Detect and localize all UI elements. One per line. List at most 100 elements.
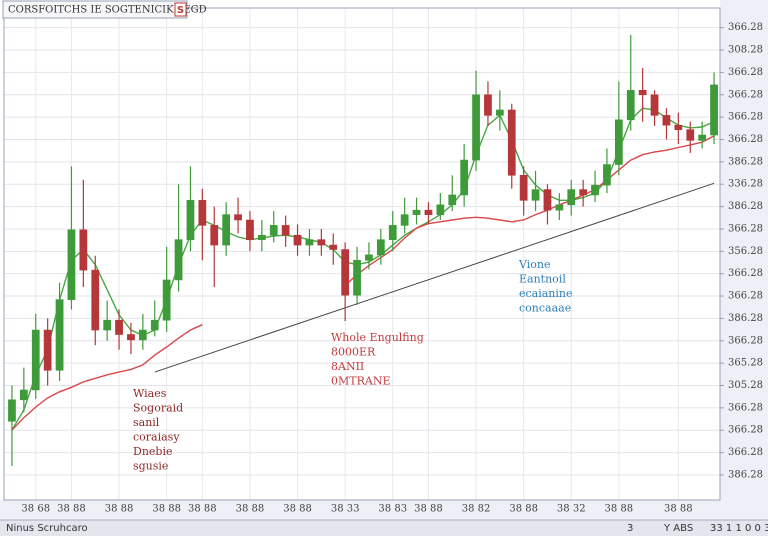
y-tick-label: 366.28 xyxy=(728,223,763,234)
candle-body xyxy=(698,134,707,141)
x-tick-label: 38 33 xyxy=(331,504,360,515)
y-tick-label: 366.28 xyxy=(728,112,763,123)
x-tick-label: 38 88 xyxy=(236,504,265,515)
x-tick-label: 38 82 xyxy=(462,504,491,515)
x-tick-label: 38 88 xyxy=(509,504,538,515)
candle-body xyxy=(8,399,16,422)
annotation-text: 8ANII xyxy=(331,360,364,373)
candle-body xyxy=(246,219,254,240)
annotation-text: 0MTRANE xyxy=(331,375,390,388)
status-bar xyxy=(0,520,768,536)
annotation-text: Dnebie xyxy=(133,445,172,458)
candle-body xyxy=(543,189,552,211)
annotation-text: Sogoraid xyxy=(133,402,183,415)
candle-body xyxy=(317,239,326,246)
grid xyxy=(4,8,720,500)
title-box xyxy=(2,0,188,19)
x-tick-label: 38 88 xyxy=(57,504,86,515)
candle-body xyxy=(603,164,611,186)
title-badge-box xyxy=(174,2,187,17)
candle-body xyxy=(519,174,528,201)
candle-body xyxy=(376,239,385,256)
candle-body xyxy=(365,254,373,261)
candle-body xyxy=(614,119,623,165)
y-tick-label: 366.28 xyxy=(728,268,763,279)
candle-body xyxy=(138,329,147,341)
annotation-text: Whole Engulfing xyxy=(331,331,424,344)
candle-body xyxy=(269,225,278,236)
x-tick-label: 38 88 xyxy=(605,504,634,515)
candle-body xyxy=(710,84,718,136)
y-tick-label: 366.28 xyxy=(728,67,763,78)
candle-body xyxy=(67,229,76,300)
candle-body xyxy=(484,94,492,116)
candle-body xyxy=(55,299,64,371)
status-text: 3 xyxy=(627,523,633,534)
candle-body xyxy=(257,234,266,240)
y-tick-label: 305.28 xyxy=(728,380,763,391)
chart-title: CORSFOITCHS IE SOGTENICIK | EGD xyxy=(8,5,207,16)
candle-body xyxy=(341,249,350,296)
candle-body xyxy=(591,184,599,196)
candle-body xyxy=(115,319,123,335)
y-tick-label: 366.28 xyxy=(728,425,763,436)
x-tick-label: 38 88 xyxy=(414,504,443,515)
candle-body xyxy=(293,234,302,246)
annotation-text: coraiasy xyxy=(133,431,180,444)
candle-body xyxy=(305,239,314,246)
x-tick-label: 38 68 xyxy=(21,504,50,515)
y-tick-label: 386.28 xyxy=(728,201,763,212)
annotation-text: sanil xyxy=(133,416,160,429)
moving-average-line xyxy=(11,135,715,431)
candle-body xyxy=(674,124,683,130)
candle-body xyxy=(19,389,28,401)
y-tick-label: 308.28 xyxy=(728,45,763,56)
candle-body xyxy=(234,214,242,221)
candle-body xyxy=(150,319,159,331)
time-axis-panel xyxy=(0,500,768,520)
x-tick-label: 38 88 xyxy=(283,504,312,515)
y-tick-label: 366.28 xyxy=(728,89,763,100)
candle-body xyxy=(555,204,564,211)
candle-body xyxy=(472,94,480,161)
candle-body xyxy=(186,200,195,240)
candle-body xyxy=(43,329,52,371)
labels: 366.28 308.28 366.28 366.28 366.28 366.28 386.… xyxy=(21,22,763,514)
annotation-text: Eantnoil xyxy=(519,273,566,286)
y-tick-label: 386.28 xyxy=(728,469,763,480)
annotation-text: 8000ER xyxy=(331,346,376,359)
plot-frame xyxy=(3,7,721,501)
x-tick-label: 38 88 xyxy=(188,504,217,515)
candle-body xyxy=(388,225,397,240)
status-text: Y ABS xyxy=(663,523,693,534)
annotation-text: concaaae xyxy=(519,302,571,315)
annotation-text: Vione xyxy=(518,258,551,271)
candle-body xyxy=(567,189,576,206)
candle-body xyxy=(638,89,647,96)
y-tick-label: 386.28 xyxy=(728,156,763,167)
y-tick-label: 366.28 xyxy=(728,22,763,33)
candle-body xyxy=(650,94,659,116)
y-tick-label: 356.28 xyxy=(728,246,763,257)
annotation-text: Wiaes xyxy=(133,387,167,400)
y-tick-label: 386.28 xyxy=(728,313,763,324)
y-tick-label: 366.28 xyxy=(728,291,763,302)
y-tick-label: 336.28 xyxy=(728,179,763,190)
candle-body xyxy=(448,194,457,206)
candle-body xyxy=(198,200,207,226)
annotation-text: ecaianine xyxy=(519,287,573,300)
candle-body xyxy=(412,209,421,215)
candle-body xyxy=(127,334,135,341)
candle-body xyxy=(162,279,171,321)
trendline xyxy=(154,182,715,373)
x-tick-label: 38 83 xyxy=(378,504,407,515)
candle-body xyxy=(353,259,361,296)
status-text: 33 1 1 0 0 3 xyxy=(710,523,768,534)
candle-body xyxy=(436,204,445,215)
x-tick-label: 38 88 xyxy=(105,504,134,515)
candle-body xyxy=(579,189,588,196)
y-tick-label: 366.28 xyxy=(728,402,763,413)
candle-body xyxy=(400,214,409,226)
